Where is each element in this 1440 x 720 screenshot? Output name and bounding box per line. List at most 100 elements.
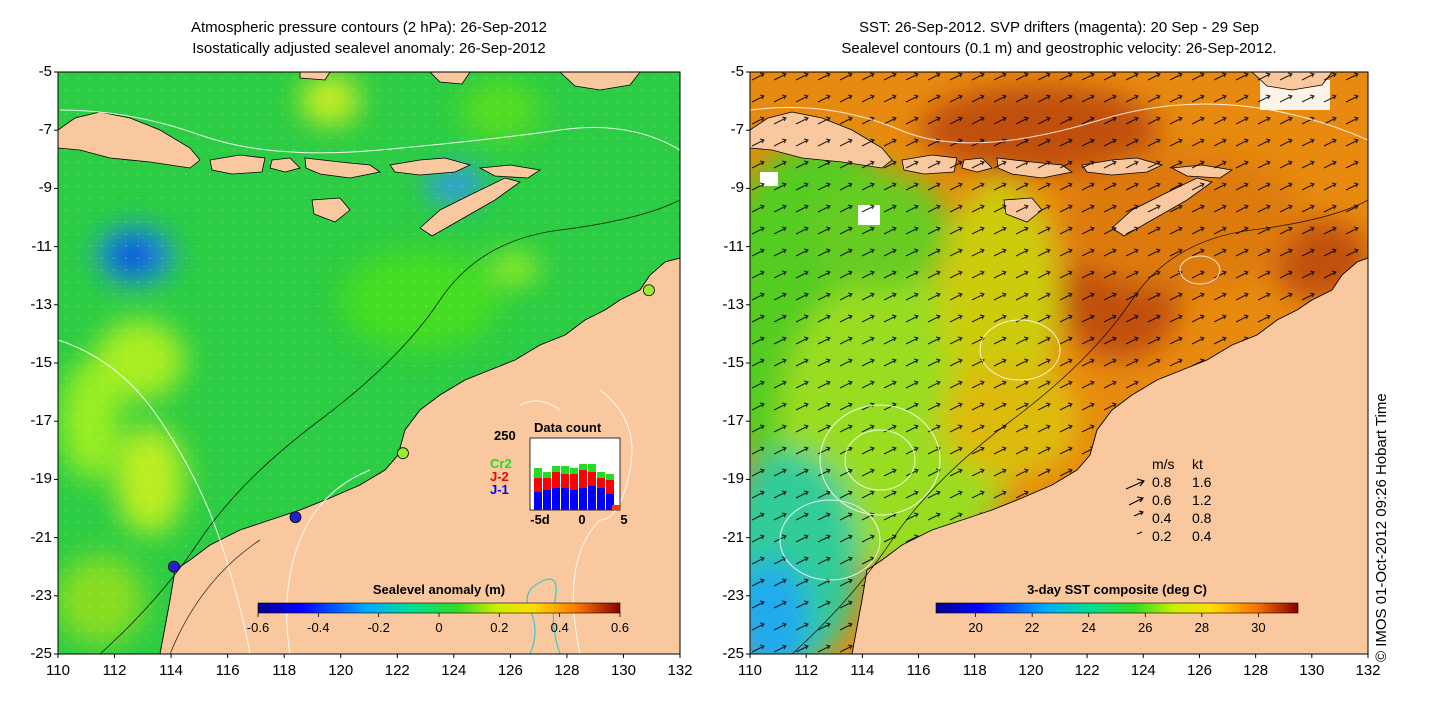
lon-tick-label: 122 xyxy=(1074,662,1100,679)
inset-bar-segment xyxy=(534,478,542,492)
lon-tick-label: 118 xyxy=(962,662,987,679)
speed-legend: m/s kt 0.8 1.6 0.6 1.2 0.4 0.8 0.2 0.4 xyxy=(1152,455,1211,545)
lat-tick-label: -17 xyxy=(30,412,52,430)
speed-legend-row: 0.6 1.2 xyxy=(1152,491,1211,509)
inset-bar-segment xyxy=(561,488,569,510)
lat-tick-label: -9 xyxy=(38,179,52,197)
sla-map xyxy=(58,72,680,654)
inset-bar-segment xyxy=(543,472,551,478)
inset-bar-segment xyxy=(588,472,596,486)
speed-header-kt: kt xyxy=(1192,456,1203,472)
inset-bar-segment xyxy=(597,478,605,488)
speed-ms-value: 0.6 xyxy=(1152,492,1172,508)
lon-tick-label: 114 xyxy=(850,662,875,679)
inset-bar-segment xyxy=(570,474,578,490)
lat-tick-label: -15 xyxy=(30,354,52,371)
inset-x-tick-label: 5 xyxy=(620,512,628,527)
inset-legend-entry: J-2 xyxy=(490,469,509,484)
lat-tick-label: -17 xyxy=(722,412,744,430)
inset-bar-segment xyxy=(534,468,542,478)
lat-tick-label: -15 xyxy=(722,354,744,371)
left-title-line1: Atmospheric pressure contours (2 hPa): 2… xyxy=(190,19,547,36)
colorbar-tick-label: 0.4 xyxy=(550,620,569,635)
lon-tick-label: 128 xyxy=(554,662,580,679)
inset-bar-segment xyxy=(579,464,587,470)
lon-tick-label: 130 xyxy=(1299,662,1325,679)
lat-tick-label: -11 xyxy=(723,237,744,255)
inset-bar-segment xyxy=(588,486,596,510)
speed-legend-row: 0.8 1.6 xyxy=(1152,473,1211,491)
lat-tick-label: -5 xyxy=(730,63,744,80)
australia-land xyxy=(159,257,680,654)
lat-tick-label: -5 xyxy=(38,63,52,80)
inset-bar-segment xyxy=(606,494,614,510)
inset-bar-segment xyxy=(579,470,587,488)
lon-tick-label: 132 xyxy=(667,662,693,679)
inset-bar-segment xyxy=(597,472,605,478)
lon-tick-label: 110 xyxy=(738,662,762,679)
inset-bar-segment xyxy=(552,466,560,472)
colorbar-tick-label: 26 xyxy=(1138,620,1153,635)
lon-tick-label: 120 xyxy=(328,662,354,679)
inset-bar-segment xyxy=(543,490,551,510)
sst-map xyxy=(750,72,1368,654)
lat-tick-label: -25 xyxy=(722,645,744,662)
colorbar-tick-label: 28 xyxy=(1194,620,1210,635)
tide-gauges xyxy=(168,284,655,573)
sla-colorbar xyxy=(257,602,621,614)
inset-bar-segment xyxy=(534,492,542,510)
inset-bar-segment xyxy=(606,474,614,480)
lat-tick-label: -19 xyxy=(30,470,52,488)
lon-tick-label: 112 xyxy=(102,662,127,679)
tide-gauge-marker xyxy=(168,560,180,573)
speed-legend-arrows xyxy=(1125,478,1145,535)
lon-tick-label: 112 xyxy=(794,662,819,679)
lon-tick-label: 126 xyxy=(497,662,523,679)
tide-gauge-marker xyxy=(289,511,302,524)
inset-legend-entry: Cr2 xyxy=(490,456,512,471)
lat-tick-label: -7 xyxy=(730,121,744,139)
speed-kt-value: 1.6 xyxy=(1192,474,1212,490)
colorbar-tick-label: 0.6 xyxy=(610,620,630,635)
lat-tick-label: -23 xyxy=(722,586,744,604)
speed-legend-row: 0.4 0.8 xyxy=(1152,509,1211,527)
right-title-line1: SST: 26-Sep-2012. SVP drifters (magenta)… xyxy=(859,19,1259,36)
lon-tick-label: 132 xyxy=(1355,662,1381,679)
inset-bar-segment xyxy=(561,466,569,474)
inset-bar-segment xyxy=(579,488,587,510)
lat-tick-label: -21 xyxy=(722,528,744,546)
speed-kt-value: 1.2 xyxy=(1192,492,1212,508)
inset-bar-segment xyxy=(570,490,578,510)
colorbar-tick-label: 0 xyxy=(435,620,443,635)
lon-tick-label: 118 xyxy=(272,662,297,679)
imos-credit: © IMOS 01-Oct-2012 09:26 Hobart Time xyxy=(1373,393,1390,662)
tide-gauge-marker xyxy=(643,284,655,297)
lon-tick-label: 116 xyxy=(906,662,931,679)
colorbar-tick-label: 20 xyxy=(968,620,983,635)
right-title-line2: Sealevel contours (0.1 m) and geostrophi… xyxy=(841,40,1277,57)
speed-kt-value: 0.8 xyxy=(1192,510,1212,526)
inset-bar-segment xyxy=(597,488,605,510)
lat-tick-label: -13 xyxy=(722,295,744,313)
colorbar-tick-label: -0.6 xyxy=(246,620,270,635)
lon-tick-label: 116 xyxy=(215,662,240,679)
inset-bar-segment xyxy=(552,488,560,510)
lon-tick-label: 110 xyxy=(46,662,70,679)
colorbar-tick-label: 22 xyxy=(1024,620,1040,635)
lat-tick-label: -7 xyxy=(38,121,52,139)
colorbar-tick-label: 30 xyxy=(1251,620,1266,635)
lat-tick-label: -25 xyxy=(30,645,52,662)
sst-colorbar xyxy=(935,602,1299,614)
lon-tick-label: 122 xyxy=(384,662,410,679)
lat-tick-label: -9 xyxy=(730,179,744,197)
colorbar-tick-label: 0.2 xyxy=(490,620,509,635)
tide-gauge-marker xyxy=(397,447,409,460)
lon-tick-label: 130 xyxy=(610,662,636,679)
inset-legend-entry: J-1 xyxy=(490,482,509,497)
lat-tick-label: -13 xyxy=(30,295,52,313)
lon-tick-label: 124 xyxy=(1130,662,1156,679)
colorbar-tick-label: 24 xyxy=(1081,620,1096,635)
speed-ms-value: 0.8 xyxy=(1152,474,1172,490)
sla-colorbar-label: Sealevel anomaly (m) xyxy=(372,582,506,597)
inset-bar-segment xyxy=(552,472,560,488)
